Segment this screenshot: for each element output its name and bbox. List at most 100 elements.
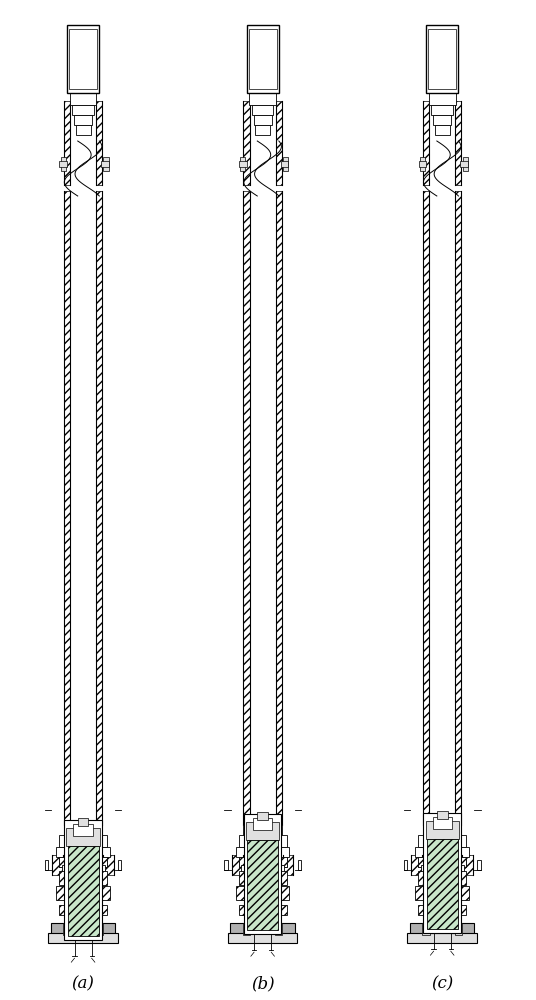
Bar xyxy=(63,867,103,875)
Bar xyxy=(53,855,63,875)
Bar xyxy=(477,860,480,870)
Bar xyxy=(63,855,103,875)
Bar xyxy=(423,885,429,925)
Bar xyxy=(64,885,70,925)
Bar xyxy=(76,125,91,135)
Bar xyxy=(242,855,283,875)
Bar xyxy=(426,821,459,839)
Bar xyxy=(283,157,288,171)
Bar xyxy=(433,115,451,125)
Bar xyxy=(59,857,107,867)
Bar xyxy=(463,157,468,171)
Bar xyxy=(96,191,102,825)
Bar xyxy=(254,115,272,125)
Bar xyxy=(56,886,110,900)
Bar xyxy=(456,885,461,925)
Bar xyxy=(61,157,66,171)
Bar xyxy=(422,923,430,935)
Bar xyxy=(418,857,466,867)
Bar xyxy=(70,93,96,105)
Bar xyxy=(243,101,250,185)
Bar xyxy=(455,191,461,825)
Bar xyxy=(429,93,456,105)
Bar xyxy=(59,857,107,867)
Bar xyxy=(276,101,282,185)
Bar xyxy=(415,886,469,900)
Bar xyxy=(78,818,88,826)
Bar xyxy=(230,923,295,935)
Bar xyxy=(428,29,456,89)
Bar xyxy=(249,29,277,89)
Bar xyxy=(247,840,278,930)
Bar xyxy=(437,811,448,819)
Bar xyxy=(462,855,473,875)
Bar xyxy=(435,125,450,135)
Bar xyxy=(252,105,273,115)
Bar xyxy=(66,828,100,846)
Bar xyxy=(241,865,284,877)
Bar xyxy=(101,161,109,167)
Bar xyxy=(232,855,242,875)
Bar xyxy=(95,923,103,935)
Bar xyxy=(423,191,429,825)
Bar xyxy=(418,835,466,847)
Text: (a): (a) xyxy=(72,975,94,992)
Bar xyxy=(433,817,452,829)
Bar xyxy=(64,825,102,835)
Bar xyxy=(431,105,453,115)
Bar xyxy=(246,822,279,840)
Bar xyxy=(63,923,71,935)
Bar xyxy=(423,101,429,185)
Bar xyxy=(244,885,249,925)
Bar xyxy=(239,905,287,915)
Bar xyxy=(239,857,287,867)
Bar xyxy=(236,886,289,900)
Bar xyxy=(255,125,270,135)
Bar xyxy=(64,101,70,185)
Bar xyxy=(253,818,272,830)
Bar xyxy=(276,885,281,925)
Bar xyxy=(410,923,474,935)
Bar xyxy=(64,820,102,940)
Bar xyxy=(418,871,466,885)
Bar xyxy=(96,101,102,185)
Bar xyxy=(68,846,99,936)
Bar xyxy=(72,105,94,115)
Bar xyxy=(283,855,294,875)
Bar xyxy=(420,157,425,171)
Bar xyxy=(59,905,107,915)
Bar xyxy=(96,885,102,925)
Bar xyxy=(103,855,114,875)
Bar xyxy=(460,161,468,167)
Text: (c): (c) xyxy=(431,975,453,992)
Bar xyxy=(249,93,276,105)
Bar xyxy=(51,923,115,935)
Bar xyxy=(244,814,281,934)
Bar xyxy=(56,847,110,857)
Bar xyxy=(236,847,289,857)
Bar xyxy=(247,25,279,93)
Bar xyxy=(423,813,461,933)
Bar xyxy=(422,855,462,875)
Bar xyxy=(298,860,301,870)
Bar xyxy=(276,191,282,825)
Bar xyxy=(69,29,97,89)
Bar xyxy=(59,871,107,885)
Bar xyxy=(103,157,109,171)
Bar xyxy=(239,871,287,885)
Bar xyxy=(59,835,107,847)
Bar xyxy=(240,157,245,171)
Bar xyxy=(224,860,227,870)
Bar xyxy=(281,161,288,167)
Bar xyxy=(74,115,92,125)
Bar xyxy=(257,812,268,820)
Bar xyxy=(407,933,477,943)
Bar xyxy=(422,867,462,875)
Bar xyxy=(59,161,67,167)
Bar xyxy=(412,855,422,875)
Bar xyxy=(239,161,247,167)
Bar xyxy=(239,835,287,847)
Bar xyxy=(67,25,99,93)
Bar xyxy=(423,825,461,835)
Bar xyxy=(228,933,297,943)
